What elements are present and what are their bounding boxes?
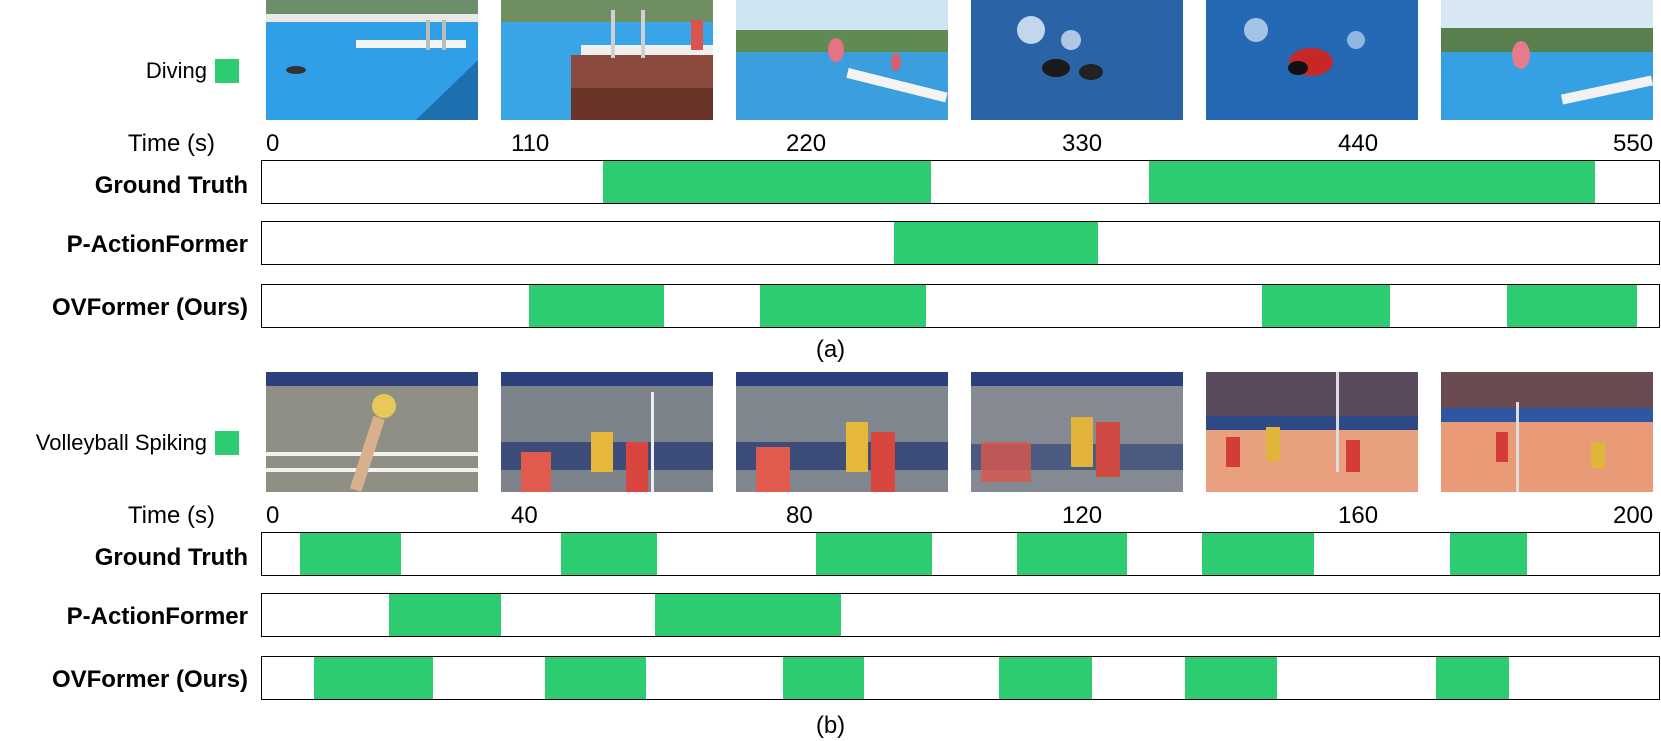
row-label-p-actionformer: P-ActionFormer (66, 603, 248, 630)
action-segment (1507, 285, 1638, 327)
time-tick: 550 (1613, 130, 1654, 157)
action-segment (1449, 533, 1527, 575)
time-tick: 160 (1338, 502, 1379, 529)
row-label-ground-truth: Ground Truth (94, 172, 248, 199)
video-frame-1 (266, 372, 478, 492)
row-label-ovformer: OVFormer (Ours) (51, 294, 248, 321)
action-segment (1149, 161, 1596, 203)
action-segment (783, 657, 864, 699)
action-segment (313, 657, 434, 699)
action-segment (529, 285, 664, 327)
action-segment (388, 594, 501, 636)
action-segment (759, 285, 927, 327)
action-label: Diving (146, 58, 239, 84)
action-segment (1202, 533, 1315, 575)
action-segment (998, 657, 1093, 699)
action-segment (545, 657, 647, 699)
video-frame-6 (1441, 0, 1653, 120)
row-label-ground-truth: Ground Truth (94, 544, 248, 571)
video-frame-3 (736, 0, 948, 120)
timeline-ovformer (261, 284, 1660, 328)
action-segment (299, 533, 401, 575)
row-label-p-actionformer: P-ActionFormer (66, 231, 248, 258)
time-tick: 80 (786, 502, 813, 529)
video-frame-4 (971, 372, 1183, 492)
action-segment (561, 533, 657, 575)
video-frame-2 (501, 0, 713, 120)
time-tick: 440 (1338, 130, 1379, 157)
time-tick: 0 (266, 130, 280, 157)
action-segment (602, 161, 932, 203)
action-name: Volleyball Spiking (35, 430, 207, 455)
video-frame-4 (971, 0, 1183, 120)
time-tick: 40 (511, 502, 538, 529)
action-segment (1436, 657, 1509, 699)
action-label: Volleyball Spiking (36, 430, 239, 456)
time-axis-label: Time (s) (127, 130, 215, 157)
video-frame-3 (736, 372, 948, 492)
time-tick: 330 (1062, 130, 1103, 157)
timeline-p-actionformer (261, 221, 1660, 265)
action-segment (816, 533, 932, 575)
action-segment (654, 594, 841, 636)
timeline-p-actionformer (261, 593, 1660, 637)
row-label-ovformer: OVFormer (Ours) (51, 666, 248, 693)
time-tick: 200 (1613, 502, 1654, 529)
video-frame-2 (501, 372, 713, 492)
video-frame-5 (1206, 0, 1418, 120)
timeline-ground-truth (261, 532, 1660, 576)
timeline-ground-truth (261, 160, 1660, 204)
action-color-swatch (215, 431, 239, 455)
video-frame-1 (266, 0, 478, 120)
time-tick: 0 (266, 502, 280, 529)
action-segment (1262, 285, 1390, 327)
time-tick: 120 (1062, 502, 1103, 529)
time-axis-label: Time (s) (127, 502, 215, 529)
timeline-ovformer (261, 656, 1660, 700)
panel-caption: (b) (815, 712, 846, 739)
action-color-swatch (215, 59, 239, 83)
video-frame-6 (1441, 372, 1653, 492)
panel-caption: (a) (815, 336, 846, 363)
action-segment (1016, 533, 1128, 575)
action-name: Diving (145, 58, 207, 83)
video-frame-5 (1206, 372, 1418, 492)
action-segment (1185, 657, 1278, 699)
time-tick: 220 (786, 130, 827, 157)
action-segment (894, 222, 1098, 264)
time-tick: 110 (511, 130, 550, 157)
